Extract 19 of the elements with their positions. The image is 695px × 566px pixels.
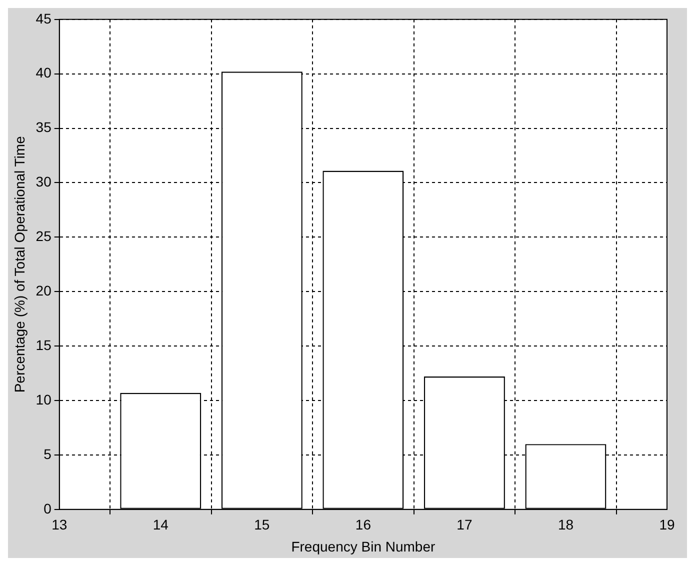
x-tick-label: 15: [254, 516, 270, 533]
y-tick-label: 45: [36, 10, 52, 26]
x-axis-title: Frequency Bin Number: [291, 538, 436, 554]
y-tick-label: 5: [44, 446, 52, 462]
y-axis-title: Percentage (%) of Total Operational Time: [11, 136, 28, 393]
y-tick-label: 35: [36, 119, 52, 136]
x-tick-label: 16: [355, 516, 372, 533]
x-tick-label: 17: [456, 516, 472, 533]
x-tick-label: 18: [558, 516, 574, 533]
x-tick-label: 14: [152, 516, 169, 533]
y-tick-label: 40: [36, 64, 52, 81]
y-tick-label: 10: [36, 391, 52, 408]
y-tick-label: 30: [36, 174, 52, 190]
x-tick-label: 19: [659, 516, 675, 533]
y-tick-label: 25: [36, 228, 52, 244]
y-tick-label: 20: [36, 282, 52, 298]
y-tick-label: 0: [44, 500, 52, 516]
x-tick-label: 13: [52, 516, 68, 533]
y-tick-label: 15: [36, 336, 52, 353]
